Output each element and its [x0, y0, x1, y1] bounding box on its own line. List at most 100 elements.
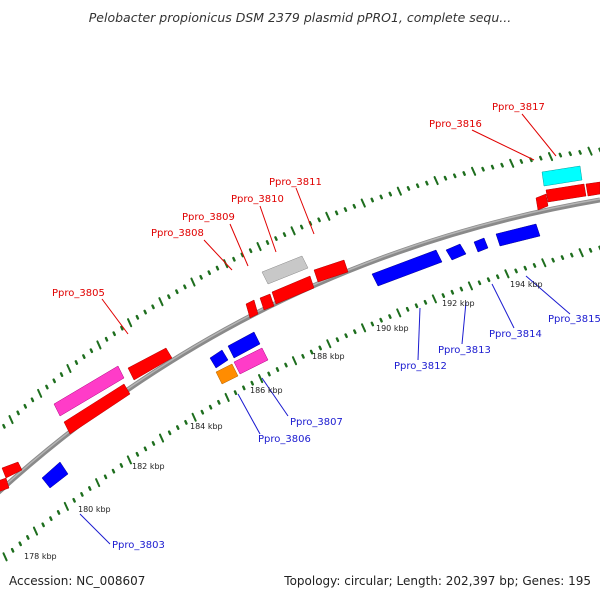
- kbp-label: 186 kbp: [250, 386, 283, 395]
- major-tick: [431, 294, 437, 304]
- minor-tick: [52, 378, 56, 384]
- minor-tick: [240, 252, 245, 258]
- minor-tick: [89, 348, 94, 354]
- minor-tick: [353, 329, 357, 335]
- gene-arrow[interactable]: [1, 461, 23, 479]
- minor-tick: [523, 265, 528, 271]
- gene-arrow[interactable]: [259, 293, 275, 311]
- minor-tick: [317, 217, 321, 223]
- minor-tick: [560, 255, 565, 260]
- gene-label[interactable]: Ppro_3805: [52, 288, 105, 299]
- minor-tick: [343, 207, 348, 212]
- minor-tick: [74, 360, 79, 365]
- gene-arrow[interactable]: [541, 165, 583, 187]
- major-tick: [587, 146, 593, 156]
- gene-label[interactable]: Ppro_3809: [182, 212, 235, 223]
- gene-label[interactable]: Ppro_3810: [231, 194, 284, 205]
- gene-label[interactable]: Ppro_3811: [269, 177, 322, 188]
- minor-tick: [274, 236, 278, 241]
- gene-arrow[interactable]: [233, 347, 269, 375]
- forward-gene-labels: Ppro_3805 Ppro_3808 Ppro_3809 Ppro_3810 …: [52, 102, 545, 299]
- major-tick: [66, 364, 72, 374]
- minor-tick: [167, 294, 171, 300]
- minor-tick: [200, 409, 205, 415]
- major-tick: [37, 388, 43, 398]
- gene-arrow[interactable]: [261, 255, 309, 285]
- major-tick: [360, 198, 366, 208]
- minor-tick: [370, 197, 374, 203]
- minor-tick: [425, 180, 429, 186]
- gene-arrow[interactable]: [0, 477, 10, 492]
- gene-arrow[interactable]: [445, 243, 467, 261]
- gene-arrow[interactable]: [41, 461, 69, 489]
- gene-arrow[interactable]: [63, 383, 131, 435]
- gene-arrow[interactable]: [585, 181, 600, 197]
- gene-arrow[interactable]: [227, 331, 261, 359]
- gene-label[interactable]: Ppro_3815: [548, 314, 600, 325]
- gene-arrow[interactable]: [215, 363, 239, 385]
- minor-tick: [23, 403, 27, 409]
- minor-tick: [481, 166, 485, 172]
- gene-arrow[interactable]: [545, 183, 587, 203]
- gene-arrow[interactable]: [271, 275, 315, 305]
- gene-label[interactable]: Ppro_3813: [438, 345, 491, 356]
- minor-tick: [486, 277, 491, 283]
- minor-tick: [45, 384, 49, 390]
- kbp-labels: 178 kbp 180 kbp 182 kbp 184 kbp 186 kbp …: [24, 280, 543, 561]
- gene-label[interactable]: Ppro_3803: [112, 540, 165, 551]
- minor-tick: [143, 309, 147, 315]
- major-tick: [32, 526, 39, 536]
- gene-label[interactable]: Ppro_3808: [151, 228, 204, 239]
- leader-lines: [79, 113, 571, 545]
- gene-arrow[interactable]: [313, 259, 349, 283]
- minor-tick: [406, 186, 411, 191]
- minor-tick: [514, 268, 518, 274]
- gene-label[interactable]: Ppro_3812: [394, 361, 447, 372]
- reverse-gene-arrows: [41, 223, 541, 489]
- minor-tick: [370, 321, 375, 327]
- gene-label[interactable]: Ppro_3806: [258, 434, 311, 445]
- gene-arrow[interactable]: [535, 193, 549, 211]
- minor-tick: [250, 380, 254, 386]
- gene-arrow[interactable]: [209, 349, 229, 369]
- minor-tick: [120, 325, 124, 331]
- minor-tick: [477, 280, 482, 286]
- forward-gene-arrows: [0, 165, 600, 492]
- major-tick: [471, 166, 477, 176]
- kbp-label: 182 kbp: [132, 462, 165, 471]
- gene-arrow[interactable]: [473, 237, 489, 253]
- minor-tick: [143, 446, 148, 452]
- major-tick: [467, 281, 473, 291]
- minor-tick: [233, 390, 238, 396]
- major-tick: [96, 340, 102, 350]
- minor-tick: [335, 337, 340, 343]
- minor-tick: [275, 367, 280, 372]
- major-tick: [290, 226, 296, 236]
- minor-tick: [282, 232, 287, 238]
- major-tick: [224, 392, 230, 402]
- minor-tick: [207, 270, 211, 276]
- gene-arrow[interactable]: [127, 347, 173, 381]
- major-tick: [291, 356, 298, 366]
- minor-tick: [284, 362, 288, 368]
- minor-tick: [578, 149, 582, 155]
- gene-arrow[interactable]: [245, 299, 259, 319]
- major-tick: [360, 323, 367, 333]
- minor-tick: [568, 151, 572, 157]
- kbp-label: 188 kbp: [312, 352, 345, 361]
- map-title: Pelobacter propionicus DSM 2379 plasmid …: [88, 10, 512, 25]
- minor-tick: [301, 353, 305, 359]
- gene-arrow[interactable]: [53, 365, 125, 417]
- gene-arrow[interactable]: [371, 249, 443, 287]
- minor-tick: [405, 306, 410, 312]
- minor-tick: [167, 430, 172, 436]
- gene-label[interactable]: Ppro_3807: [290, 417, 343, 428]
- minor-tick: [500, 162, 504, 168]
- major-tick: [509, 158, 515, 168]
- minor-tick: [135, 314, 140, 320]
- minor-tick: [388, 191, 393, 197]
- gene-label[interactable]: Ppro_3817: [492, 102, 545, 113]
- gene-label[interactable]: Ppro_3816: [429, 119, 482, 130]
- gene-label[interactable]: Ppro_3814: [489, 329, 542, 340]
- gene-arrow[interactable]: [495, 223, 541, 247]
